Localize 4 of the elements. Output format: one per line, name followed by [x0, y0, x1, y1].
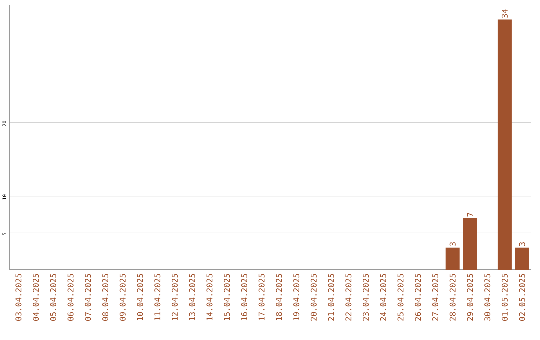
bar: [446, 248, 460, 270]
bar: [498, 20, 512, 270]
bar: [515, 248, 530, 270]
bar: [463, 218, 478, 270]
